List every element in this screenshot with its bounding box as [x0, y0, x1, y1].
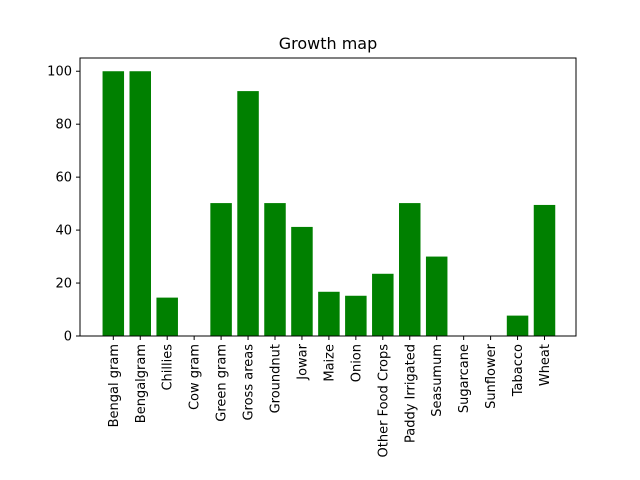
- x-tick-label: Maize: [322, 344, 337, 382]
- x-tick-label: Cow gram: [188, 344, 203, 410]
- bar-gross-areas: [237, 91, 259, 336]
- x-tick-label: Seasumum: [430, 344, 445, 417]
- x-axis: Bengal gram Bengalgram Chillies Cow gram Gre…: [107, 336, 553, 457]
- y-tick-label: 20: [55, 277, 72, 292]
- x-tick-label: Onion: [349, 344, 364, 382]
- x-tick-label: Chillies: [161, 344, 176, 391]
- x-tick-label: Bengal gram: [107, 344, 122, 427]
- x-tick-label: Green gram: [215, 344, 230, 422]
- bar-maize: [318, 291, 340, 336]
- x-tick-label: Gross areas: [242, 344, 257, 421]
- plot-frame: [79, 57, 577, 337]
- bar-chillies: [156, 297, 178, 336]
- bar-bengalgram: [129, 71, 151, 337]
- x-tick-label: Sugarcane: [457, 344, 472, 413]
- bar-onion: [345, 295, 367, 336]
- x-tick-label: Tabacco: [511, 344, 526, 397]
- chart-title: Growth map: [279, 34, 378, 53]
- bar-groundnut: [264, 203, 286, 336]
- x-tick-label: Groundnut: [269, 344, 284, 413]
- y-tick-label: 0: [64, 330, 72, 345]
- y-tick-label: 60: [55, 171, 72, 186]
- bar-tabacco: [506, 315, 529, 336]
- x-tick-label: Other Food Crops: [376, 344, 391, 458]
- y-tick-label: 40: [55, 224, 72, 239]
- y-axis: 0 20 40 60 80 100: [47, 65, 80, 345]
- x-tick-label: Wheat: [538, 344, 553, 386]
- x-tick-label: Jowar: [295, 343, 310, 380]
- bar-jowar: [291, 226, 313, 336]
- y-tick-label: 100: [47, 65, 72, 80]
- bars-group: [102, 71, 556, 337]
- bar-wheat: [533, 204, 556, 336]
- bar-seasumum: [425, 256, 448, 336]
- bar-bengal-gram: [102, 71, 125, 337]
- x-tick-label: Bengalgram: [134, 344, 149, 423]
- y-tick-label: 80: [55, 118, 72, 133]
- bar-green-gram: [210, 203, 232, 336]
- x-tick-label: Paddy Irrigated: [403, 344, 418, 443]
- bar-other-food-crops: [372, 273, 394, 336]
- x-tick-label: Sunflower: [484, 343, 499, 409]
- bar-paddy-irrigated: [399, 203, 421, 336]
